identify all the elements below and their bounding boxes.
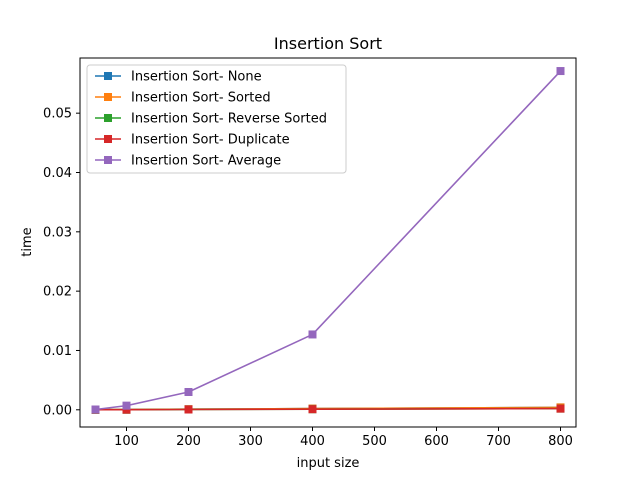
legend-marker (104, 114, 112, 122)
series-5 (91, 67, 565, 414)
data-point (91, 405, 100, 414)
legend-marker (104, 156, 112, 164)
plot-frame (79, 57, 577, 428)
x-tick-label: 300 (238, 434, 263, 449)
legend-marker (104, 135, 112, 143)
data-point (184, 405, 193, 414)
y-tick-label: 0.01 (43, 344, 72, 359)
data-point (122, 401, 131, 410)
chart-title: Insertion Sort (274, 34, 382, 53)
y-tick-label: 0.02 (43, 285, 72, 300)
data-point (184, 387, 193, 396)
y-tick-label: 0.03 (43, 225, 72, 240)
tick-layer: 100 200 300 400 500 600 700 800 0.00 0.01 0.02 0.03… (43, 107, 573, 449)
x-tick-label: 600 (424, 434, 449, 449)
legend-marker (104, 93, 112, 101)
y-tick-label: 0.04 (43, 166, 72, 181)
x-axis-title: input size (297, 456, 360, 471)
x-tick-label: 400 (300, 434, 325, 449)
series-line (95, 407, 561, 411)
x-tick-label: 700 (486, 434, 511, 449)
x-tick-label: 100 (114, 434, 139, 449)
legend-item: Insertion Sort- Sorted (95, 91, 271, 106)
legend-item: Insertion Sort- None (95, 70, 262, 85)
legend-label: Insertion Sort- Duplicate (131, 133, 290, 148)
legend-marker (104, 72, 112, 80)
legend-label: Insertion Sort- Sorted (131, 91, 271, 106)
x-tick-label: 800 (548, 434, 573, 449)
data-point (556, 404, 565, 413)
x-tick-label: 200 (176, 434, 201, 449)
legend-label: Insertion Sort- None (131, 70, 262, 85)
legend-box (86, 64, 347, 174)
data-point (122, 405, 131, 414)
y-axis-title: time (20, 227, 35, 256)
legend-label: Insertion Sort- Reverse Sorted (131, 112, 327, 127)
legend-item: Insertion Sort- Reverse Sorted (95, 112, 327, 127)
x-tick-label: 500 (362, 434, 387, 449)
legend-label: Insertion Sort- Average (131, 154, 281, 169)
data-point (556, 67, 565, 76)
data-point (308, 330, 317, 339)
data-point (308, 405, 317, 414)
legend-item: Insertion Sort- Duplicate (95, 133, 290, 148)
legend-item: Insertion Sort- Average (95, 154, 281, 169)
legend: Insertion Sort- None Insertion Sort- Sort… (86, 64, 347, 174)
series-layer (91, 67, 565, 414)
y-tick-label: 0.00 (43, 403, 72, 418)
y-tick-label: 0.05 (43, 107, 72, 122)
